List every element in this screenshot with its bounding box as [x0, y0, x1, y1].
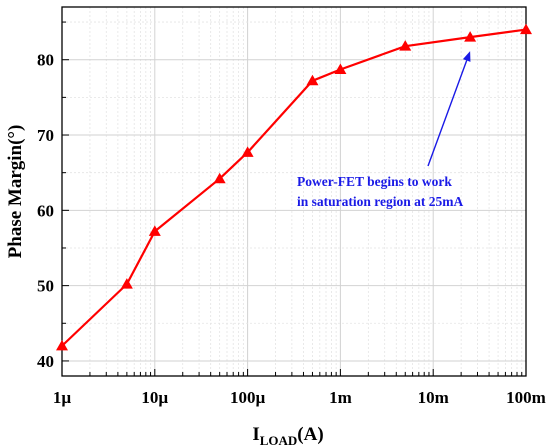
x-axis-title-unit: (A) — [297, 424, 323, 445]
data-point-marker — [464, 31, 477, 42]
data-point-marker — [306, 74, 319, 86]
annotation: Power-FET begins to work in saturation r… — [297, 51, 471, 209]
data-point-marker — [520, 23, 532, 35]
plot-frame — [61, 6, 527, 377]
x-axis-title-main: I — [252, 424, 259, 445]
x-axis-title: ILOAD(A) — [252, 424, 323, 448]
annotation-line-2: in saturation region at 25mA — [297, 194, 464, 209]
annotation-arrow — [427, 60, 468, 167]
x-tick-label: 10µ — [141, 388, 168, 407]
data-point-marker — [56, 339, 68, 351]
data-point-marker — [148, 225, 161, 236]
data-point-marker — [120, 278, 133, 289]
series-layer — [56, 23, 532, 351]
data-point-marker — [213, 172, 226, 184]
y-tick-label: 50 — [37, 277, 54, 296]
x-tick-label: 10m — [418, 388, 449, 407]
x-tick-label: 1m — [329, 388, 352, 407]
y-axis-title: Phase Margin(°) — [5, 125, 26, 259]
y-tick-label: 80 — [37, 51, 54, 70]
data-point-marker — [399, 40, 412, 51]
y-tick-label: 60 — [37, 201, 54, 220]
grid — [62, 7, 526, 376]
series-line — [61, 28, 527, 347]
y-tick-label: 40 — [37, 352, 54, 371]
x-tick-label: 100µ — [230, 388, 266, 407]
annotation-line-1: Power-FET begins to work — [297, 174, 452, 189]
x-tick-label: 1µ — [53, 388, 72, 407]
annotation-arrowhead — [462, 51, 471, 62]
x-axis-title-subscript: LOAD — [260, 433, 298, 448]
axis-ticks: 1µ 10µ 100µ 1m 10m 100m 40 50 60 70 80 — [37, 21, 546, 407]
x-tick-label: 100m — [506, 388, 546, 407]
data-point-marker — [334, 63, 347, 75]
data-point-marker — [241, 146, 254, 157]
y-tick-label: 70 — [37, 126, 54, 145]
